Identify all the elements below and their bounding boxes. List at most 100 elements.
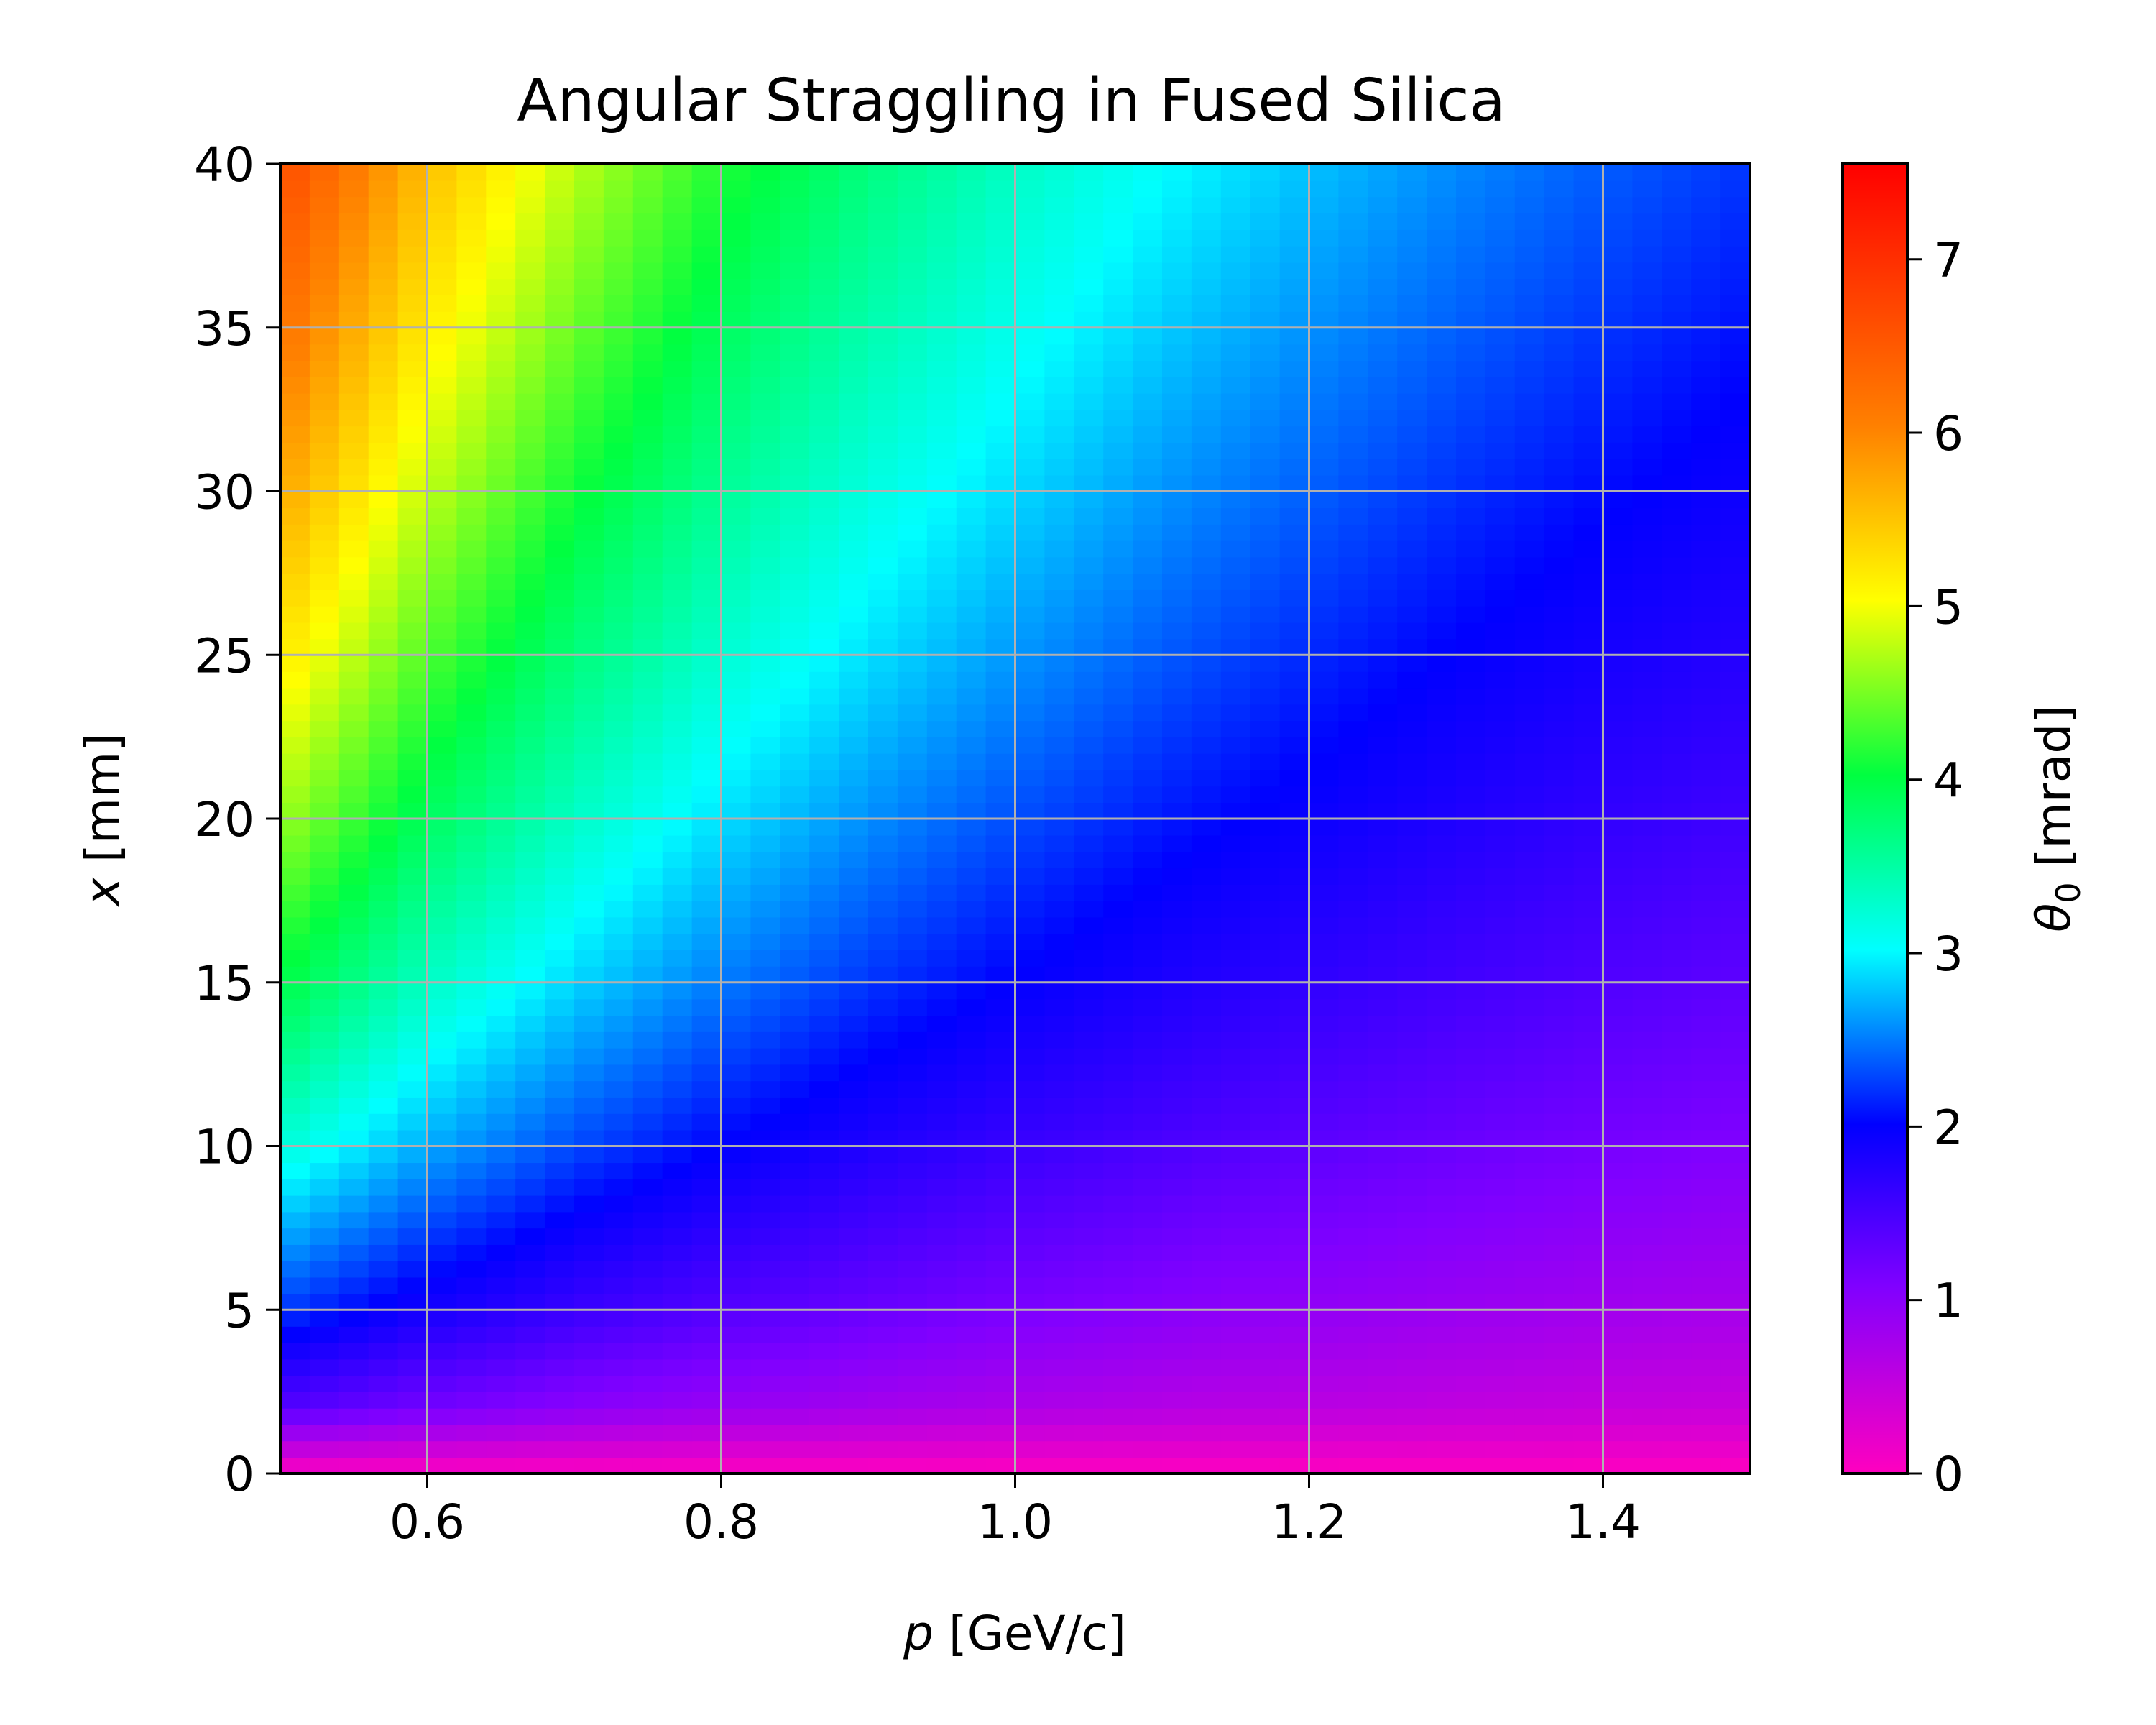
heatmap-cell: [280, 1375, 310, 1392]
heatmap-cell: [368, 458, 399, 476]
heatmap-cell: [1632, 965, 1663, 983]
heatmap-cell: [368, 687, 399, 705]
heatmap-cell: [1338, 1064, 1369, 1082]
heatmap-cell: [1485, 1260, 1516, 1278]
heatmap-cell: [868, 1129, 898, 1147]
heatmap-cell: [1573, 196, 1604, 214]
heatmap-cell: [691, 753, 722, 770]
heatmap-cell: [427, 1342, 458, 1360]
heatmap-cell: [1220, 1113, 1251, 1131]
heatmap-cell: [1103, 982, 1133, 1000]
heatmap-cell: [456, 900, 487, 918]
heatmap-cell: [368, 1293, 399, 1311]
heatmap-cell: [338, 1080, 369, 1098]
heatmap-cell: [1133, 1113, 1163, 1131]
heatmap-cell: [632, 1146, 663, 1164]
heatmap-cell: [839, 491, 869, 509]
heatmap-cell: [1514, 213, 1545, 230]
heatmap-cell: [1573, 164, 1604, 181]
heatmap-cell: [839, 327, 869, 345]
heatmap-cell: [1368, 426, 1398, 443]
heatmap-cell: [1720, 1047, 1751, 1065]
heatmap-cell: [750, 392, 781, 410]
heatmap-cell: [574, 1031, 604, 1049]
heatmap-cell: [338, 196, 369, 214]
heatmap-cell: [1191, 1326, 1222, 1343]
heatmap-cell: [1133, 1211, 1163, 1229]
heatmap-cell: [721, 1146, 752, 1164]
heatmap-cell: [486, 1276, 516, 1294]
heatmap-cell: [338, 344, 369, 362]
heatmap-cell: [780, 442, 810, 459]
heatmap-cell: [1368, 1457, 1398, 1474]
heatmap-cell: [1397, 998, 1427, 1016]
heatmap-cell: [1456, 442, 1486, 459]
heatmap-cell: [1427, 360, 1457, 377]
heatmap-cell: [1456, 278, 1486, 295]
heatmap-cell: [868, 573, 898, 590]
heatmap-cell: [1368, 1260, 1398, 1278]
heatmap-cell: [1662, 1211, 1692, 1229]
heatmap-cell: [691, 1031, 722, 1049]
heatmap-cell: [839, 507, 869, 525]
heatmap-cell: [1133, 1097, 1163, 1114]
heatmap-cell: [1044, 229, 1075, 247]
heatmap-cell: [897, 982, 928, 1000]
heatmap-cell: [1191, 965, 1222, 983]
heatmap-cell: [1544, 1407, 1575, 1425]
heatmap-cell: [839, 1162, 869, 1179]
heatmap-cell: [1338, 1113, 1369, 1131]
heatmap-cell: [662, 442, 693, 459]
heatmap-cell: [1485, 164, 1516, 181]
heatmap-cell: [1279, 687, 1310, 705]
heatmap-cell: [456, 556, 487, 574]
heatmap-cell: [515, 327, 545, 345]
heatmap-cell: [1514, 1097, 1545, 1114]
heatmap-cell: [1044, 1179, 1075, 1196]
heatmap-cell: [397, 851, 428, 869]
heatmap-cell: [368, 786, 399, 804]
heatmap-cell: [1544, 1424, 1575, 1442]
heatmap-cell: [809, 720, 839, 737]
heatmap-cell: [1309, 998, 1340, 1016]
heatmap-cell: [1603, 834, 1634, 852]
heatmap-cell: [780, 671, 810, 689]
heatmap-cell: [1397, 180, 1427, 198]
heatmap-cell: [956, 1179, 987, 1196]
heatmap-cell: [1015, 1457, 1046, 1474]
heatmap-cell: [956, 1457, 987, 1474]
heatmap-cell: [1015, 310, 1046, 328]
heatmap-cell: [1338, 196, 1369, 214]
heatmap-cell: [1427, 1424, 1457, 1442]
heatmap-cell: [1074, 802, 1104, 819]
heatmap-cell: [603, 524, 634, 541]
heatmap-cell: [1044, 1162, 1075, 1179]
heatmap-cell: [1397, 1211, 1427, 1229]
heatmap-cell: [780, 834, 810, 852]
heatmap-cell: [1279, 540, 1310, 558]
heatmap-cell: [1662, 1097, 1692, 1114]
heatmap-cell: [427, 868, 458, 885]
heatmap-cell: [809, 819, 839, 836]
heatmap-cell: [897, 819, 928, 836]
heatmap-cell: [1427, 998, 1457, 1016]
heatmap-cell: [1427, 916, 1457, 934]
heatmap-cell: [691, 360, 722, 377]
heatmap-cell: [603, 458, 634, 476]
heatmap-cell: [691, 474, 722, 492]
heatmap-cell: [309, 720, 340, 737]
heatmap-cell: [545, 310, 575, 328]
heatmap-cell: [1250, 1375, 1281, 1392]
heatmap-cell: [1191, 573, 1222, 590]
heatmap-cell: [897, 1326, 928, 1343]
heatmap-cell: [721, 573, 752, 590]
heatmap-cell: [486, 1424, 516, 1442]
heatmap-cell: [1279, 737, 1310, 754]
heatmap-cell: [1720, 1228, 1751, 1245]
heatmap-cell: [1485, 1211, 1516, 1229]
heatmap-cell: [368, 1358, 399, 1376]
heatmap-cell: [1162, 949, 1192, 967]
heatmap-cell: [309, 1326, 340, 1343]
heatmap-cell: [280, 1260, 310, 1278]
heatmap-cell: [603, 295, 634, 312]
